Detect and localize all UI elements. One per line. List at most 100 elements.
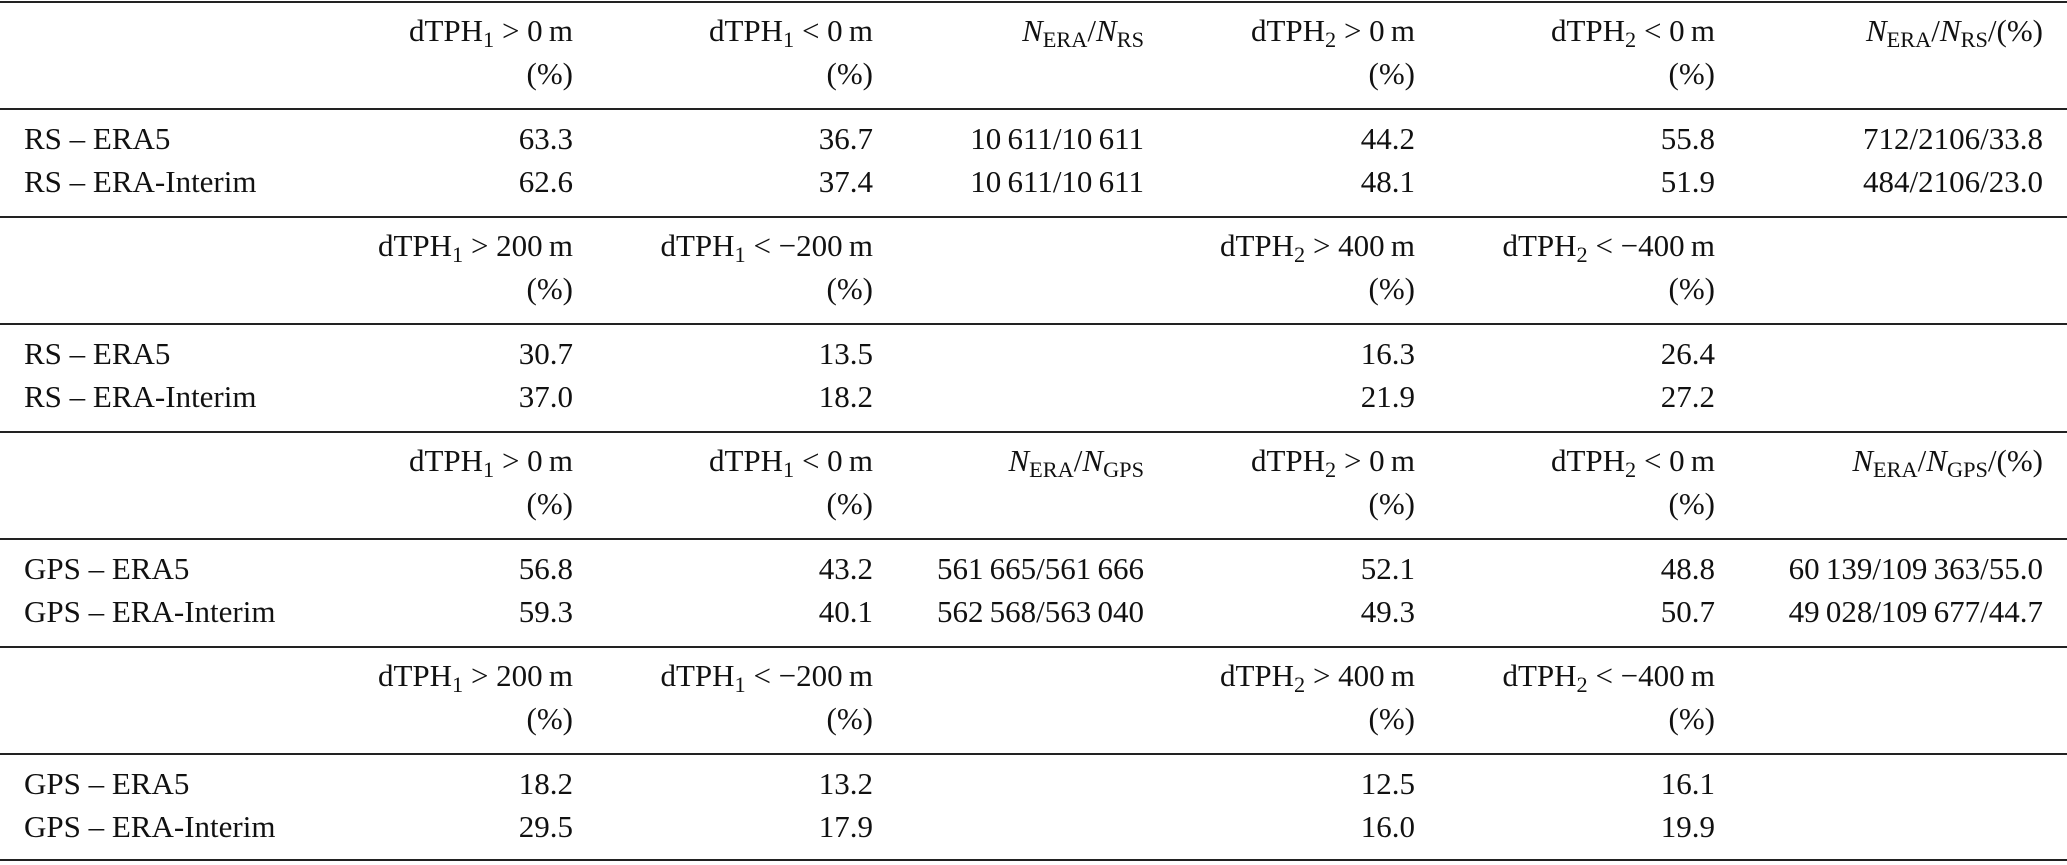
header-cell: dTPH2 > 0 m [1250,12,1415,53]
subscript: 2 [1625,27,1637,53]
italic-symbol: N [1865,13,1887,48]
header-cell: dTPH1 < −200 m [660,657,873,697]
header-text: / [1087,13,1097,48]
header-text: > 200 m [463,228,573,263]
rule [0,323,2067,325]
rule [0,859,2067,861]
header-text: > 0 m [1336,13,1415,48]
subscript: 2 [1294,672,1306,698]
cell: 51.9 [1660,164,1715,199]
cell: 18.2 [818,379,873,414]
header-cell: dTPH2 < 0 m [1550,442,1715,482]
subscript: 2 [1325,27,1337,53]
cell: 18.2 [518,766,573,801]
cell: 62.6 [518,164,573,199]
cell: 55.8 [1660,121,1715,156]
header-text: dTPH [408,443,484,478]
header-text: > 400 m [1305,228,1415,263]
header-cell: dTPH2 > 400 m [1219,657,1415,698]
header-unit: (%) [1368,486,1415,521]
italic-symbol: N [1008,443,1030,478]
header-unit: (%) [1668,486,1715,521]
header-text: < −200 m [745,658,873,693]
header-text: dTPH [408,13,484,48]
subscript: 2 [1576,242,1588,268]
cell: 59.3 [518,594,573,629]
cell: 48.8 [1660,551,1715,586]
row-label: GPS – ERA-Interim [24,809,276,844]
cell: 37.4 [818,164,873,199]
subscript: 2 [1325,457,1337,483]
italic-symbol: N [1926,443,1947,478]
header-text: < −200 m [745,228,873,263]
header-text: dTPH [1502,658,1577,693]
subscript: RS [1116,27,1144,53]
row-label: RS – ERA5 [24,121,171,156]
header-cell: NERA/NGPS/(%) [1852,442,2043,483]
cell: 56.8 [518,551,573,586]
header-cell: dTPH1 > 0 m [408,12,573,52]
header-cell: dTPH2 < 0 m [1550,12,1715,53]
header-cell: dTPH1 > 200 m [378,657,573,698]
header-text: dTPH [1219,658,1295,693]
subscript: 2 [1576,672,1588,698]
subscript: 1 [783,27,795,53]
header-text: < −400 m [1587,228,1715,263]
header-text: > 0 m [494,13,573,48]
cell: 26.4 [1660,336,1715,371]
cell: 48.1 [1360,164,1415,199]
cell: 10 611/10 611 [970,121,1144,156]
header-text: < −400 m [1587,658,1715,693]
cell: 13.2 [818,766,873,801]
rule [0,538,2067,540]
header-cell: NERA/NGPS [1008,442,1144,483]
cell: 27.2 [1660,379,1715,414]
rule [0,646,2067,648]
cell: 16.3 [1360,336,1415,371]
cell: 484/2106/23.0 [1863,164,2043,199]
header-unit: (%) [526,486,573,521]
row-label: RS – ERA-Interim [24,164,257,199]
header-cell: dTPH2 > 0 m [1251,442,1415,483]
header-unit: (%) [1668,271,1715,306]
subscript: 1 [734,242,746,268]
header-text: dTPH [1550,13,1626,48]
rule [0,431,2067,433]
cell: 40.1 [818,594,873,629]
header-unit: (%) [526,271,573,306]
subscript: 2 [1294,242,1306,268]
header-cell: dTPH2 < −400 m [1502,227,1715,268]
cell: 49.3 [1360,594,1415,629]
header-text: > 200 m [463,658,573,693]
cell: 16.1 [1660,766,1715,801]
header-text: / [1917,443,1927,478]
cell: 21.9 [1360,379,1415,414]
cell: 712/2106/33.8 [1863,121,2043,156]
cell: 562 568/563 040 [936,594,1144,629]
cell: 17.9 [818,809,873,844]
header-unit: (%) [526,701,573,736]
subscript: GPS [1103,457,1144,483]
cell: 60 139/109 363/55.0 [1788,551,2043,586]
header-text: < 0 m [794,13,873,48]
header-text: dTPH [708,443,784,478]
subscript: ERA [1873,457,1918,483]
header-cell: dTPH1 > 200 m [378,227,573,267]
cell: 37.0 [518,379,573,414]
header-cell: dTPH1 < 0 m [709,12,873,53]
rule [0,108,2067,110]
header-text: dTPH [1550,443,1626,478]
header-cell: NERA/NRS [1022,12,1144,53]
italic-symbol: N [1022,13,1043,48]
subscript: ERA [1029,457,1074,483]
row-label: GPS – ERA-Interim [24,594,276,629]
header-cell: dTPH1 < 0 m [708,442,873,482]
header-text: dTPH [1250,13,1326,48]
subscript: 1 [452,672,464,698]
header-cell: dTPH1 < −200 m [660,227,873,268]
cell: 50.7 [1660,594,1715,629]
header-text: > 0 m [494,443,573,478]
header-text: dTPH [660,658,735,693]
header-unit: (%) [826,271,873,306]
